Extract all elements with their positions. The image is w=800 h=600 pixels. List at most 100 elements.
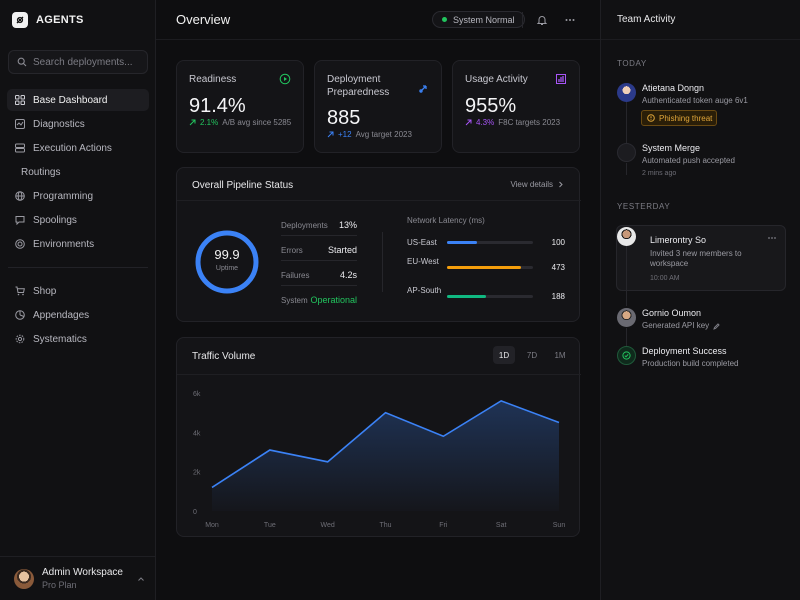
activity-highlight-card[interactable] [616,225,786,291]
section-label-yesterday: YESTERDAY [617,202,671,211]
pipeline-status-panel: Overall Pipeline Status View details 99.… [176,167,581,322]
stat-label: Deployments [281,220,328,230]
avatar[interactable] [617,227,636,246]
view-details-link[interactable]: View details [510,180,564,189]
traffic-area-fill [212,400,559,511]
nav-item-shop[interactable]: Shop [7,280,149,302]
x-tick-label: Fri [439,522,448,529]
check-circle-icon [617,346,636,365]
kpi-card-usage-activity[interactable]: Usage Activity 955% 4.3% F8C targets 202… [452,60,580,153]
uptime-ring [195,230,259,294]
stat-divider [281,285,357,286]
timeline-connector [626,163,627,175]
view-details-label: View details [510,180,553,189]
search-icon [17,57,27,67]
user-plan: Pro Plan [42,580,77,590]
latency-row-eu-west: EU-West 473 [407,257,565,281]
nav-item-routings[interactable]: Routings [7,161,149,183]
activity-desc: Automated push accepted [642,156,735,165]
kpi-value: 955% [465,95,517,117]
brand[interactable]: AGENTS [12,12,84,28]
nav-item-base-dashboard[interactable]: Base Dashboard [7,89,149,111]
bar-chart-icon [556,74,566,84]
play-circle-icon [279,73,291,85]
grid-icon [15,95,25,105]
kpi-card-deployment-preparedness[interactable]: Deployment Preparedness 885 +12 Avg targ… [314,60,442,153]
search-input[interactable] [33,56,143,68]
latency-fill [447,241,478,244]
nav-label: Systematics [33,333,87,345]
latency-value: 188 [551,292,565,301]
y-tick-label: 2k [193,470,201,477]
pulse-icon [15,119,25,129]
nav-label: Shop [33,285,57,297]
y-tick-label: 0 [193,509,197,516]
activity-name: Atietana Dongn [642,83,705,93]
range-1m-button[interactable]: 1M [554,350,566,360]
kpi-value: 91.4% [189,95,246,117]
kpi-delta: +12 [338,130,352,139]
section-label-today: TODAY [617,59,647,68]
nav-item-diagnostics[interactable]: Diagnostics [7,113,149,135]
stat-deployments: Deployments 13% [281,218,357,232]
nav-item-execution-actions[interactable]: Execution Actions [7,137,149,159]
kpi-note: F8C targets 2023 [498,118,561,127]
pencil-icon [713,322,720,330]
activity-header: Team Activity [601,0,800,40]
nav-item-appendages[interactable]: Appendages [7,304,149,326]
range-selector: 1D 7D 1M [493,346,571,364]
range-7d-button[interactable]: 7D [526,350,538,360]
latency-value: 473 [551,263,565,272]
latency-region: EU-West [407,257,439,266]
main-content: Overview System Normal Readiness 91.4% 2… [156,0,600,600]
more-options-icon[interactable] [563,13,577,27]
nav-label: Appendages [33,309,90,321]
stat-system: System Operational [281,293,357,307]
nav-divider [8,267,148,268]
threat-label: Phishing threat [659,113,713,123]
nav-item-programming[interactable]: Programming [7,185,149,207]
search-box[interactable] [8,50,148,74]
bell-icon[interactable] [535,13,549,27]
status-text: System Normal [453,14,515,25]
nav-item-environments[interactable]: Environments [7,233,149,255]
header-divider [522,12,523,28]
activity-desc-row: Generated API key [642,321,720,331]
panel-title: Traffic Volume [192,351,256,362]
nav-item-systematics[interactable]: Systematics [7,328,149,350]
x-tick-label: Sun [553,522,566,529]
y-tick-label: 4k [193,430,201,437]
user-profile[interactable]: Admin Workspace Pro Plan [0,556,156,600]
kpi-title: Deployment Preparedness [327,74,390,98]
latency-title: Network Latency (ms) [407,216,485,225]
nav-label: Spoolings [33,214,77,226]
secondary-nav: Shop Appendages Systematics [7,280,149,352]
page-title: Overview [176,12,231,27]
avatar[interactable] [617,308,636,327]
chat-icon [15,216,25,225]
stat-value: Started [327,245,357,255]
status-badge[interactable]: System Normal [432,11,525,28]
kpi-card-readiness[interactable]: Readiness 91.4% 2.1% A/B avg since 5285 [176,60,304,153]
kpi-delta: 4.3% [476,118,495,127]
avatar [14,568,34,589]
timeline-connector [626,328,627,346]
activity-desc: Invited 3 new members to workspace [650,249,742,268]
phishing-threat-badge[interactable]: Phishing threat [641,110,717,126]
brand-logo-icon [12,12,28,28]
y-tick-label: 6k [193,391,201,398]
chevron-up-icon[interactable] [137,575,145,583]
panel-title: Overall Pipeline Status [192,180,294,191]
nav-item-spoolings[interactable]: Spoolings [7,209,149,231]
avatar[interactable] [617,83,636,102]
kpi-value: 885 [327,107,361,129]
latency-value: 100 [551,238,565,247]
pie-icon [15,310,25,320]
range-1d-button[interactable]: 1D [493,346,515,364]
stat-label: Failures [281,270,310,280]
gear-icon [15,334,25,344]
kpi-subline: +12 Avg target 2023 [327,130,412,139]
rocket-icon [419,85,427,93]
more-options-icon[interactable] [767,235,777,241]
kpi-subline: 4.3% F8C targets 2023 [465,118,560,127]
